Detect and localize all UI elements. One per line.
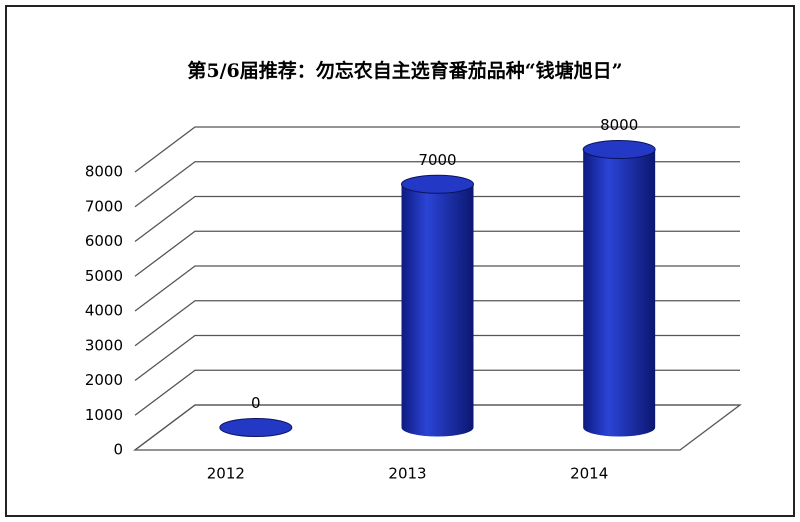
x-tick-label: 2014 <box>570 465 608 483</box>
data-label: 0 <box>251 394 261 412</box>
grid-line <box>134 126 740 173</box>
bar <box>583 149 656 437</box>
grid-line <box>134 195 740 243</box>
y-tick-label: 0 <box>113 441 123 459</box>
y-tick-label: 3000 <box>85 336 123 354</box>
y-tick-label: 8000 <box>85 163 123 181</box>
y-tick-label: 1000 <box>85 406 123 424</box>
chart-title: 第5/6届推荐：勿忘农自主选育番茄品种“钱塘旭日” <box>187 59 622 82</box>
y-tick-label: 7000 <box>85 197 123 215</box>
bar-top <box>219 418 293 437</box>
grid-line <box>134 300 740 347</box>
y-tick-label: 4000 <box>85 302 123 320</box>
bar-top <box>401 174 474 194</box>
data-label: 7000 <box>418 151 456 169</box>
x-tick-label: 2012 <box>207 465 245 483</box>
bar <box>401 184 474 437</box>
grid-line <box>134 369 740 416</box>
grid-line <box>134 334 740 382</box>
y-tick-label: 6000 <box>85 232 123 250</box>
y-tick-label: 2000 <box>85 371 123 389</box>
data-label: 8000 <box>600 116 638 134</box>
grid-line <box>134 161 740 208</box>
x-tick-label: 2013 <box>388 465 426 483</box>
y-tick-label: 5000 <box>85 267 123 285</box>
bar-top <box>582 140 656 159</box>
grid-line <box>134 265 740 312</box>
grid-line <box>134 230 740 277</box>
grid-line <box>134 404 740 451</box>
